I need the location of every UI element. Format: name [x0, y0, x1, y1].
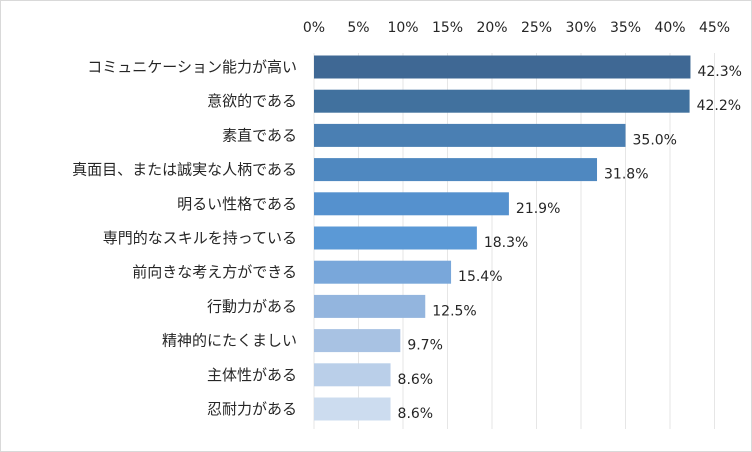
data-label: 42.3%	[697, 64, 741, 80]
bar	[314, 123, 626, 147]
data-label: 31.8%	[604, 167, 648, 183]
x-tick-label: 45%	[699, 20, 730, 36]
data-label: 8.6%	[398, 406, 434, 422]
category-label: 素直である	[222, 126, 297, 144]
x-axis-ticks: 0% 5% 10% 15% 20% 25% 30% 35% 40% 45%	[303, 20, 730, 36]
bar	[314, 294, 426, 318]
x-tick-label: 20%	[476, 20, 507, 36]
data-label: 42.2%	[697, 98, 741, 114]
data-label: 8.6%	[398, 372, 434, 388]
x-tick-label: 15%	[432, 20, 463, 36]
value-labels: 42.3% 42.2% 35.0% 31.8% 21.9% 18.3% 15.4% 12.5%…	[398, 64, 742, 422]
category-label: コミュニケーション能力が高い	[87, 58, 297, 76]
data-label: 9.7%	[407, 338, 443, 354]
category-label: 前向きな考え方ができる	[132, 263, 297, 281]
category-label: 精神的にたくましい	[162, 332, 297, 350]
bar	[314, 260, 452, 284]
x-tick-label: 5%	[347, 20, 369, 36]
data-label: 21.9%	[516, 201, 560, 217]
category-label: 意欲的である	[207, 92, 297, 110]
bar	[314, 192, 509, 216]
x-tick-label: 30%	[565, 20, 596, 36]
bar	[314, 329, 401, 353]
x-tick-label: 0%	[303, 20, 325, 36]
x-tick-label: 40%	[654, 20, 685, 36]
x-tick-label: 10%	[387, 20, 418, 36]
bars	[314, 55, 691, 421]
data-label: 35.0%	[633, 132, 677, 148]
bar	[314, 158, 598, 182]
x-tick-label: 35%	[610, 20, 641, 36]
data-label: 12.5%	[432, 303, 476, 319]
bar	[314, 55, 691, 79]
category-label: 行動力がある	[207, 297, 297, 315]
category-labels: コミュニケーション能力が高い意欲的である素直である真面目、または誠実な人柄である…	[72, 58, 297, 418]
bar	[314, 226, 477, 250]
data-label: 15.4%	[458, 269, 502, 285]
bar	[314, 363, 391, 387]
x-tick-label: 25%	[521, 20, 552, 36]
gridlines	[313, 53, 715, 429]
bar	[314, 397, 391, 421]
category-label: 忍耐力がある	[207, 400, 297, 418]
category-label: 真面目、または誠実な人柄である	[72, 161, 297, 179]
bar	[314, 89, 690, 113]
category-label: 明るい性格である	[177, 195, 297, 213]
category-label: 主体性がある	[207, 366, 297, 384]
data-label: 18.3%	[484, 235, 528, 251]
category-label: 専門的なスキルを持っている	[103, 229, 297, 247]
